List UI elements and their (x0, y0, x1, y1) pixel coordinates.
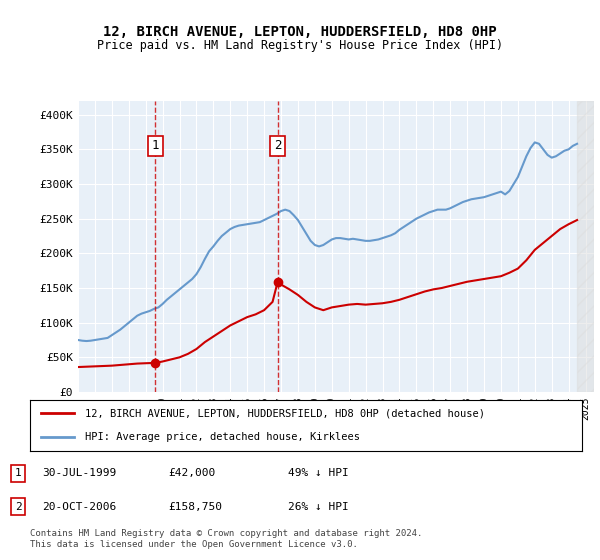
Text: 12, BIRCH AVENUE, LEPTON, HUDDERSFIELD, HD8 0HP (detached house): 12, BIRCH AVENUE, LEPTON, HUDDERSFIELD, … (85, 408, 485, 418)
Text: HPI: Average price, detached house, Kirklees: HPI: Average price, detached house, Kirk… (85, 432, 360, 442)
Text: 12, BIRCH AVENUE, LEPTON, HUDDERSFIELD, HD8 0HP: 12, BIRCH AVENUE, LEPTON, HUDDERSFIELD, … (103, 25, 497, 39)
Text: £158,750: £158,750 (168, 502, 222, 512)
Text: 30-JUL-1999: 30-JUL-1999 (42, 468, 116, 478)
Text: 2: 2 (274, 139, 281, 152)
Text: 49% ↓ HPI: 49% ↓ HPI (288, 468, 349, 478)
Text: Contains HM Land Registry data © Crown copyright and database right 2024.
This d: Contains HM Land Registry data © Crown c… (30, 529, 422, 549)
Text: 2: 2 (14, 502, 22, 512)
Text: £42,000: £42,000 (168, 468, 215, 478)
Text: 20-OCT-2006: 20-OCT-2006 (42, 502, 116, 512)
Text: 1: 1 (14, 468, 22, 478)
Text: Price paid vs. HM Land Registry's House Price Index (HPI): Price paid vs. HM Land Registry's House … (97, 39, 503, 52)
Text: 26% ↓ HPI: 26% ↓ HPI (288, 502, 349, 512)
Bar (577, 101, 594, 392)
Text: 1: 1 (152, 139, 159, 152)
